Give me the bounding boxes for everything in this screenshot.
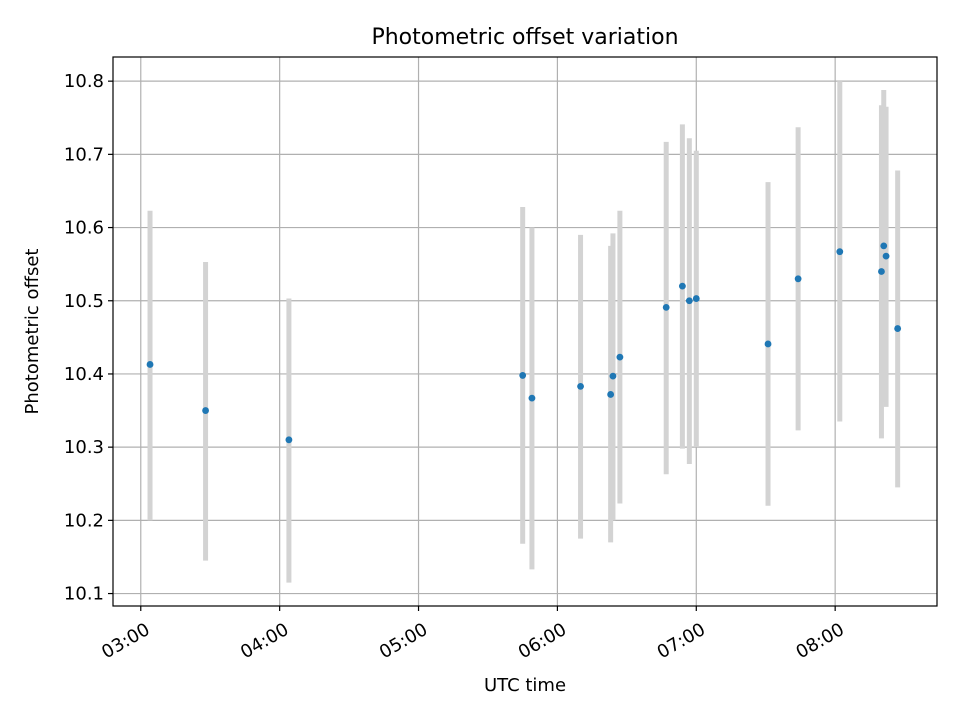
data-point [616, 353, 624, 361]
chart-title: Photometric offset variation [371, 25, 678, 50]
data-point [685, 297, 693, 305]
plot-frame [112, 56, 938, 607]
data-point [878, 268, 885, 275]
data-point [202, 407, 209, 414]
data-point [577, 383, 584, 390]
x-tick-label: 08:00 [793, 619, 848, 663]
data-point [794, 275, 802, 283]
data-point [528, 394, 536, 402]
data-point [894, 325, 902, 332]
data-point [662, 303, 670, 311]
data-point [882, 252, 890, 260]
y-axis-label: Photometric offset [22, 249, 43, 415]
data-point [285, 436, 293, 444]
x-axis-ticks: 03:00 04:00 05:00 06:00 07:00 08:00 [98, 606, 848, 663]
data-point [146, 361, 154, 368]
data-point [607, 391, 615, 398]
data-point [836, 248, 844, 256]
x-tick-label: 05:00 [376, 619, 431, 663]
y-tick-label: 10.1 [64, 584, 104, 605]
data-points [146, 242, 902, 444]
y-tick-label: 10.4 [64, 364, 104, 385]
x-axis-label: UTC time [484, 675, 566, 696]
data-point [764, 340, 772, 348]
y-tick-label: 10.2 [64, 510, 104, 531]
x-tick-label: 03:00 [98, 619, 153, 663]
data-point [609, 372, 617, 380]
x-tick-label: 04:00 [237, 619, 292, 663]
y-axis-ticks: 10.1 10.2 10.3 10.4 10.5 10.6 10.7 10.8 [64, 71, 113, 605]
data-point [880, 242, 888, 250]
error-bars [147, 81, 901, 583]
data-point [519, 372, 527, 379]
y-tick-label: 10.6 [64, 218, 104, 239]
y-tick-label: 10.3 [64, 437, 104, 458]
x-tick-label: 06:00 [515, 619, 570, 663]
y-tick-label: 10.8 [64, 71, 104, 92]
y-tick-label: 10.7 [64, 144, 104, 165]
data-point [692, 295, 700, 302]
data-point [678, 282, 686, 290]
x-tick-label: 07:00 [654, 619, 709, 663]
y-tick-label: 10.5 [64, 291, 104, 312]
